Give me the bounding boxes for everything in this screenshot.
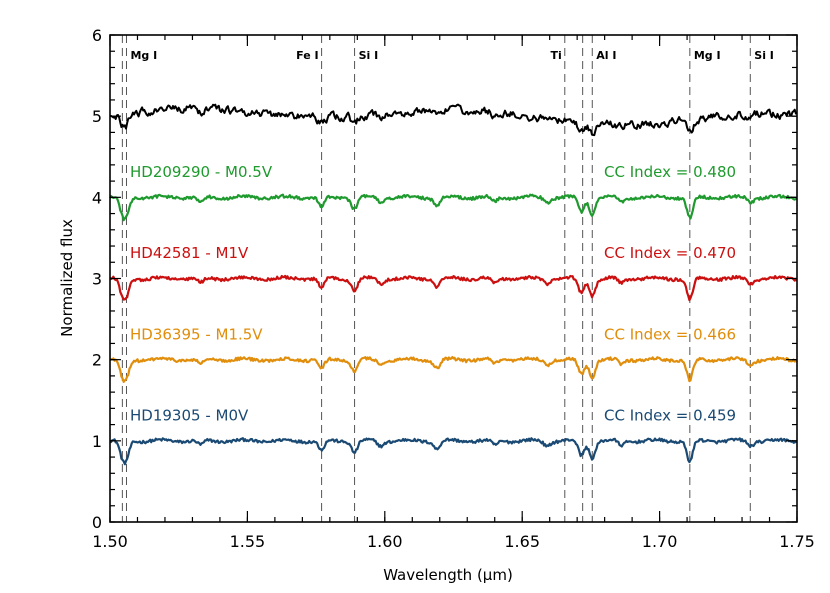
line-marker-label-6: Al I (596, 49, 616, 62)
line-marker-label-3: Si I (359, 49, 379, 62)
y-tick-label-1: 1 (92, 432, 102, 451)
y-tick-label-4: 4 (92, 188, 102, 207)
y-tick-label-5: 5 (92, 107, 102, 126)
x-tick-label-3: 1.65 (504, 532, 540, 551)
series-name-1: HD36395 - M1.5V (130, 325, 263, 343)
line-marker-label-1: Mg I (130, 49, 157, 62)
series-line-1 (109, 356, 798, 383)
line-marker-label-7: Mg I (694, 49, 721, 62)
line-marker-label-4: Ti (551, 49, 562, 62)
x-axis-title: Wavelength (μm) (383, 566, 513, 584)
series-name-3: HD209290 - M0.5V (130, 163, 273, 181)
spectra-series: HD19305 - M0V CC Index = 0.459 HD36395 - M… (109, 103, 798, 466)
series-line-3 (109, 193, 798, 222)
line-markers: Mg I Fe I Si I Ti Al I Mg I Si I (121, 35, 774, 522)
series-cc-index-0: CC Index = 0.459 (604, 407, 736, 425)
series-cc-index-3: CC Index = 0.480 (604, 163, 736, 181)
x-tick-label-1: 1.55 (230, 532, 266, 551)
x-tick-label-5: 1.75 (779, 532, 815, 551)
y-axis-title: Normalized flux (58, 219, 76, 337)
axes: 1.50 1.55 1.60 1.65 1.70 1.75 0 1 2 3 4 5 6 (92, 26, 815, 551)
x-tick-label-4: 1.70 (642, 532, 678, 551)
series-cc-index-1: CC Index = 0.466 (604, 325, 736, 343)
y-tick-label-6: 6 (92, 26, 102, 45)
series-line-4 (109, 103, 798, 137)
x-tick-label-0: 1.50 (92, 532, 128, 551)
line-marker-label-8: Si I (754, 49, 774, 62)
series-name-2: HD42581 - M1V (130, 244, 249, 262)
series-line-0 (109, 437, 798, 466)
x-tick-label-2: 1.60 (367, 532, 403, 551)
y-tick-label-3: 3 (92, 270, 102, 289)
y-tick-label-0: 0 (92, 513, 102, 532)
series-line-2 (109, 274, 798, 302)
series-cc-index-2: CC Index = 0.470 (604, 244, 736, 262)
series-name-0: HD19305 - M0V (130, 407, 249, 425)
y-tick-label-2: 2 (92, 351, 102, 370)
line-marker-label-2: Fe I (296, 49, 318, 62)
